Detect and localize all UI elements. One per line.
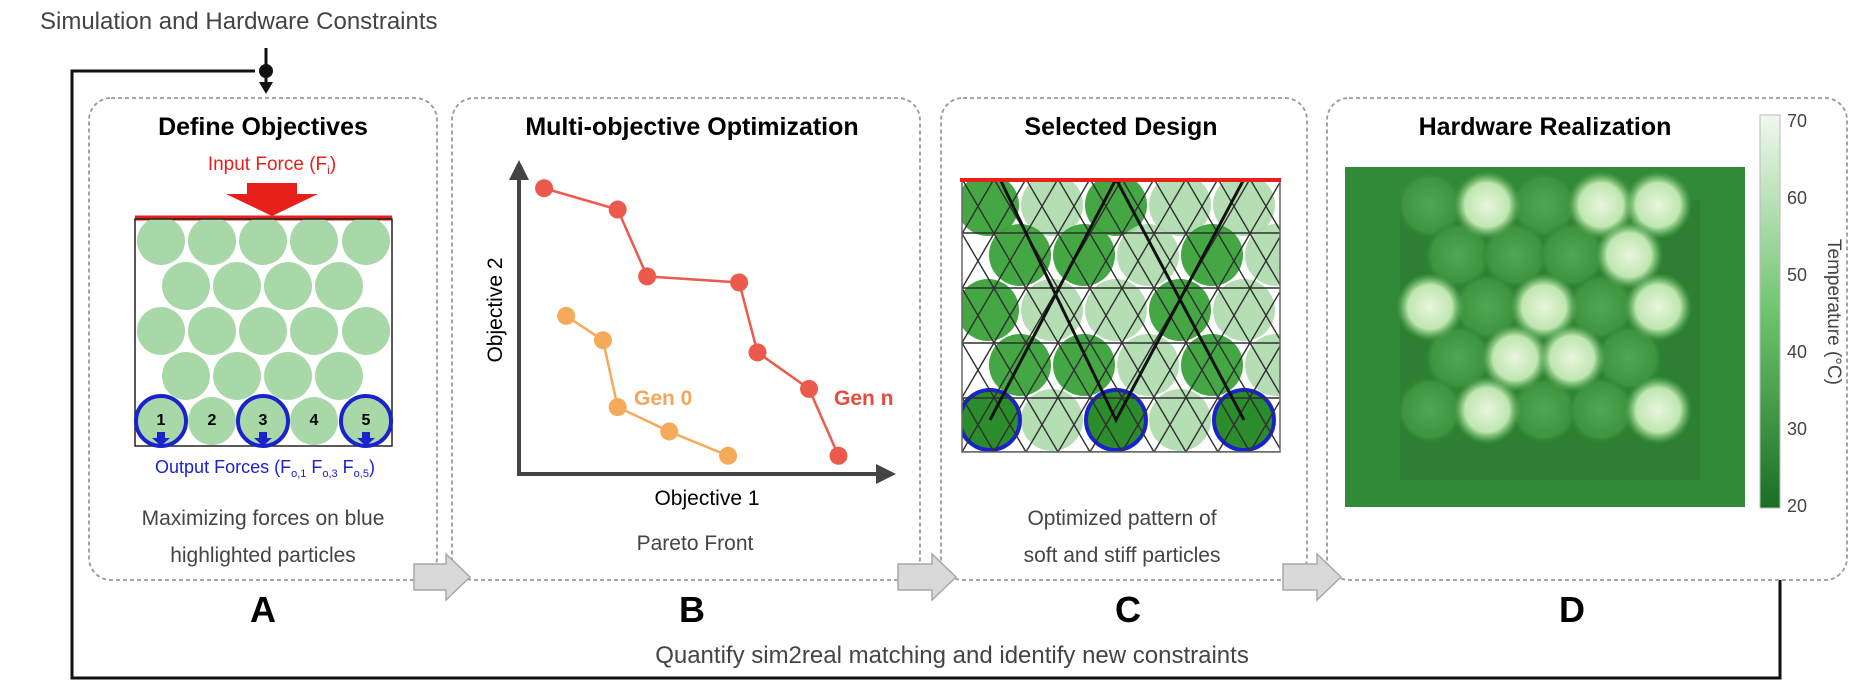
colorbar-tick-30: 30 <box>1787 419 1807 439</box>
particle-number-5: 5 <box>362 412 371 429</box>
arrow-c-to-d <box>1282 552 1343 602</box>
panel-b-caption: Pareto Front <box>637 532 754 555</box>
panel-b-frame <box>451 97 921 581</box>
data-point <box>557 306 576 325</box>
data-point <box>800 379 819 398</box>
data-point <box>535 179 554 198</box>
particle <box>315 352 363 400</box>
constraints-label: Simulation and Hardware Constraints <box>40 8 438 35</box>
panel-a-letter: A <box>250 589 276 630</box>
particle-number-4: 4 <box>310 412 319 429</box>
particle <box>342 219 390 265</box>
data-point <box>638 267 657 286</box>
particle <box>137 219 185 265</box>
colorbar-label: Temperature (°C) <box>1823 239 1844 385</box>
feedback-loop-line <box>70 69 1782 680</box>
colorbar-tick-40: 40 <box>1787 342 1807 362</box>
particle <box>342 307 390 355</box>
panel-c-letter: C <box>1115 589 1141 630</box>
particle <box>213 262 261 310</box>
particle <box>239 219 287 265</box>
panel-c-title: Selected Design <box>1024 113 1217 141</box>
particle <box>290 219 338 265</box>
data-point <box>608 398 627 417</box>
particle <box>264 262 312 310</box>
design-particle <box>1085 179 1147 236</box>
junction-node <box>259 64 273 78</box>
design-particle <box>1021 179 1083 236</box>
particle <box>137 307 185 355</box>
colorbar-tick-60: 60 <box>1787 188 1807 208</box>
particle <box>290 397 338 445</box>
data-point <box>719 446 738 465</box>
arrow-b-to-c <box>897 552 958 602</box>
particle <box>188 219 236 265</box>
data-point <box>748 343 767 362</box>
colorbar-tick-50: 50 <box>1787 265 1807 285</box>
input-force-arrow-icon <box>226 183 318 216</box>
colorbar-tick-70: 70 <box>1787 111 1807 131</box>
panel-a-caption-line2: highlighted particles <box>170 544 356 567</box>
panel-a-caption-line1: Maximizing forces on blue <box>142 507 385 530</box>
particle <box>162 352 210 400</box>
y-axis-arrow-icon <box>509 160 529 180</box>
particle <box>188 307 236 355</box>
panel-a-frame <box>88 97 438 581</box>
panel-d-frame <box>1326 97 1848 581</box>
arrow-a-to-b <box>413 552 472 602</box>
output-force-arrows <box>134 394 393 448</box>
design-particle <box>962 179 1019 236</box>
particle <box>239 397 287 445</box>
particle-number-2: 2 <box>208 412 217 429</box>
particle <box>315 262 363 310</box>
input-force-label: Input Force (Fi) <box>208 154 336 177</box>
particle-number-1: 1 <box>157 412 166 429</box>
series-label-genn: Gen n <box>834 387 894 410</box>
particle <box>290 307 338 355</box>
colorbar <box>1759 114 1781 509</box>
series-label-gen0: Gen 0 <box>634 387 692 410</box>
output-arrow-icon <box>152 432 170 446</box>
series-line <box>565 314 729 457</box>
output-arrow-icon <box>254 432 272 446</box>
panel-c-caption-line1: Optimized pattern of <box>1027 507 1216 530</box>
particle <box>264 352 312 400</box>
panel-b-letter: B <box>679 589 705 630</box>
panel-b-title: Multi-objective Optimization <box>525 113 858 141</box>
particle <box>239 307 287 355</box>
pareto-plot <box>535 179 848 465</box>
output-arrow-icon <box>357 432 375 446</box>
design-particle <box>1213 179 1275 236</box>
data-point <box>593 331 612 350</box>
particle <box>188 397 236 445</box>
panel-c-frame <box>940 97 1308 581</box>
design-particle <box>1149 179 1211 236</box>
x-axis-label: Objective 1 <box>654 487 759 510</box>
feedback-label: Quantify sim2real matching and identify … <box>655 642 1249 669</box>
panel-a-title: Define Objectives <box>158 113 368 141</box>
series-line <box>543 187 840 457</box>
particle <box>342 397 390 445</box>
particle-number-3: 3 <box>259 412 268 429</box>
particle <box>162 262 210 310</box>
particle <box>137 397 185 445</box>
y-axis-label: Objective 2 <box>484 257 507 362</box>
particle-grid <box>137 219 390 445</box>
panel-d-letter: D <box>1559 589 1585 630</box>
truss-lattice <box>962 179 1280 452</box>
thermal-image <box>1345 167 1745 507</box>
panel-c-caption-line2: soft and stiff particles <box>1024 544 1221 567</box>
particle <box>213 352 261 400</box>
data-point <box>608 200 627 219</box>
data-point <box>660 422 679 441</box>
colorbar-tick-20: 20 <box>1787 496 1807 516</box>
panel-d-title: Hardware Realization <box>1419 113 1672 141</box>
x-axis-arrow-icon <box>876 464 896 484</box>
data-point <box>829 446 848 465</box>
data-point <box>730 273 749 292</box>
output-forces-label: Output Forces (Fo,1 Fo,3 Fo,5) <box>155 457 375 480</box>
